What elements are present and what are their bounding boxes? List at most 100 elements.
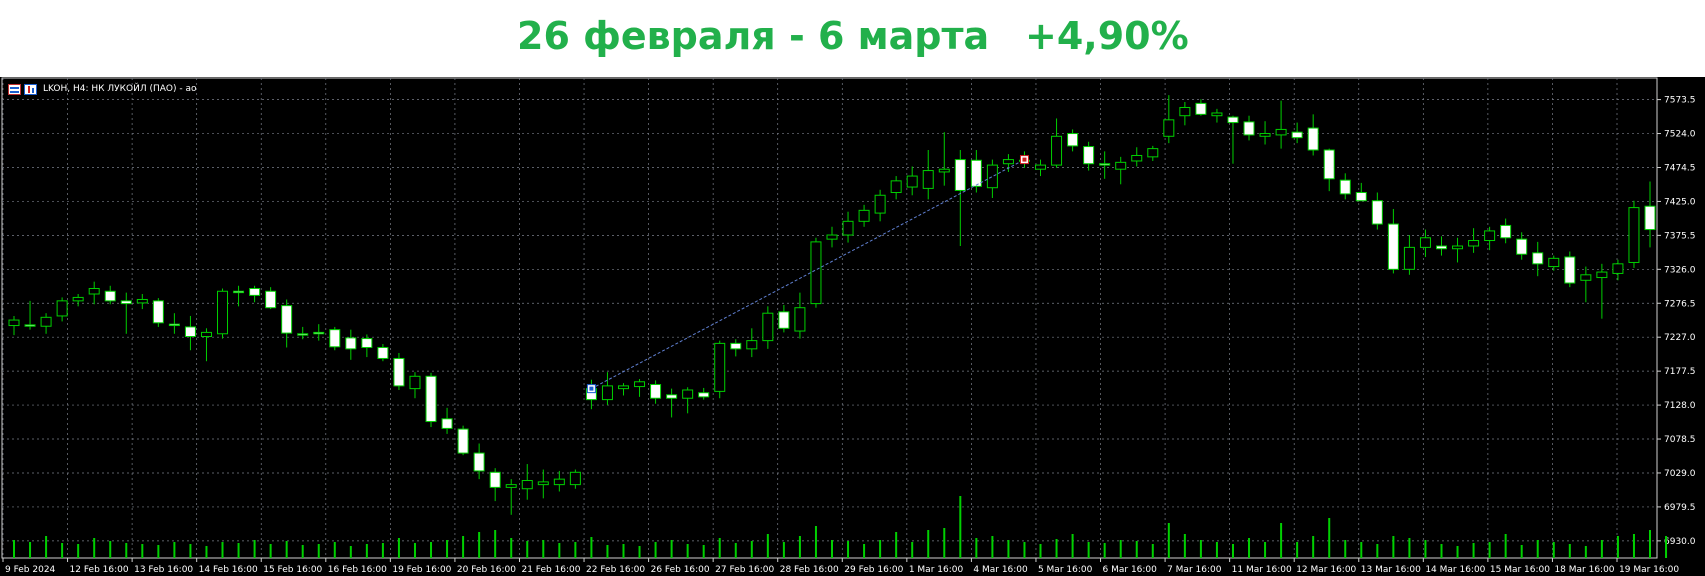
candle-bull <box>1211 112 1223 117</box>
candle-bull <box>986 164 998 189</box>
x-tick-label: 15 Feb 16:00 <box>263 565 322 575</box>
candle-bull <box>858 209 870 222</box>
x-tick-label: 18 Mar 16:00 <box>1554 565 1614 575</box>
candle-bull <box>922 170 934 189</box>
candle-bull <box>938 168 950 173</box>
chart-window-icon[interactable] <box>8 83 21 95</box>
candle-bull <box>1548 257 1560 268</box>
trade-trendline <box>591 159 1025 390</box>
candle-bear <box>24 324 36 327</box>
candle-bear <box>313 331 325 335</box>
candle-bear <box>1516 238 1528 255</box>
candle-bear <box>473 452 485 472</box>
candle-bear <box>329 329 341 348</box>
chart-panel[interactable]: 7573.5 7524.0 7474.5 7425.0 7375.5 7326.0 7276… <box>0 77 1705 576</box>
candle-bear <box>281 305 293 334</box>
candle-bull <box>553 478 565 486</box>
y-tick-label: 7276.5 <box>1664 299 1696 309</box>
candle-bull <box>906 175 918 188</box>
candle-bull <box>1163 119 1175 137</box>
candle-bull <box>1179 106 1191 117</box>
candle-bull <box>409 375 421 390</box>
candle-bear <box>1371 200 1383 225</box>
y-tick-label: 7573.5 <box>1664 96 1696 106</box>
candle-bull <box>714 342 726 392</box>
candle-bear <box>152 300 164 324</box>
plot-border <box>1 77 1658 559</box>
candle-bear <box>104 290 116 302</box>
candle-bull <box>1131 154 1143 162</box>
x-tick-label: 12 Feb 16:00 <box>70 565 129 575</box>
candle-bear <box>954 159 966 191</box>
x-tick-label: 7 Mar 16:00 <box>1167 565 1222 575</box>
candle-bear <box>425 375 437 423</box>
candle-bull <box>1147 148 1159 158</box>
candle-bull <box>682 389 694 399</box>
candle-bull <box>1035 164 1047 170</box>
title-banner: 26 февраля - 6 марта +4,90% <box>0 0 1705 76</box>
x-tick-label: 12 Mar 16:00 <box>1296 565 1356 575</box>
candle-bear <box>1307 127 1319 151</box>
x-tick-label: 9 Feb 2024 <box>5 565 56 575</box>
x-tick-label: 28 Feb 16:00 <box>780 565 839 575</box>
x-tick-label: 6 Mar 16:00 <box>1103 565 1158 575</box>
candle-bull <box>1596 271 1608 279</box>
candle-bear <box>698 392 710 398</box>
candle-bear <box>650 384 662 399</box>
candle-bear <box>457 428 469 454</box>
price-chart[interactable]: 7573.5 7524.0 7474.5 7425.0 7375.5 7326.0 7276… <box>0 77 1705 576</box>
candle-bear <box>120 300 132 305</box>
candle-bear <box>1083 146 1095 165</box>
candle-bear <box>970 159 982 187</box>
x-tick-label: 21 Feb 16:00 <box>521 565 580 575</box>
candle-bull <box>88 288 100 295</box>
candle-bull <box>217 290 229 335</box>
candle-bull <box>537 481 549 486</box>
candle-bear <box>1243 121 1255 136</box>
candle-bull <box>521 480 533 490</box>
candle-bear <box>377 346 389 359</box>
y-tick-label: 7326.0 <box>1664 265 1696 275</box>
y-tick-label: 7375.5 <box>1664 231 1696 241</box>
candle-bear <box>233 290 245 294</box>
period-title: 26 февраля - 6 марта <box>517 14 990 58</box>
x-tick-label: 5 Mar 16:00 <box>1038 565 1093 575</box>
y-tick-label: 7128.0 <box>1664 401 1696 411</box>
candle-bear <box>1500 224 1512 239</box>
candle-bull <box>1452 245 1464 250</box>
x-tick-label: 13 Feb 16:00 <box>134 565 193 575</box>
change-percent: +4,90% <box>1025 14 1189 58</box>
candle-bull <box>1115 161 1127 170</box>
candle-bear <box>1644 205 1656 231</box>
candle-bear <box>393 357 405 387</box>
x-tick-label: 4 Mar 16:00 <box>973 565 1028 575</box>
candle-bear <box>1227 116 1239 124</box>
candle-bull <box>601 385 613 401</box>
x-tick-label: 16 Feb 16:00 <box>328 565 387 575</box>
candle-bear <box>1435 245 1447 250</box>
y-tick-label: 6930.0 <box>1664 537 1696 547</box>
candle-bull <box>72 296 84 302</box>
candle-bull <box>1002 159 1014 165</box>
y-tick-label: 7474.5 <box>1664 163 1696 173</box>
entry-marker-dot <box>589 386 594 391</box>
candle-bull <box>634 381 646 388</box>
x-tick-label: 19 Mar 16:00 <box>1619 565 1679 575</box>
x-tick-label: 22 Feb 16:00 <box>586 565 645 575</box>
candle-bull <box>1259 133 1271 137</box>
candle-bull <box>8 319 20 327</box>
x-tick-label: 11 Mar 16:00 <box>1232 565 1292 575</box>
y-tick-label: 7425.0 <box>1664 197 1696 207</box>
candle-bull <box>200 331 212 338</box>
candle-bull <box>1484 230 1496 242</box>
y-tick-label: 7524.0 <box>1664 130 1696 140</box>
x-tick-label: 1 Mar 16:00 <box>909 565 964 575</box>
y-tick-label: 7078.5 <box>1664 435 1696 445</box>
candle-bear <box>297 333 309 336</box>
candlestick-type-icon[interactable] <box>24 83 37 95</box>
candle-bull <box>1051 135 1063 166</box>
candle-bear <box>1355 192 1367 202</box>
candle-bull <box>617 385 629 390</box>
candle-bear <box>249 288 261 296</box>
candle-bear <box>1532 252 1544 265</box>
